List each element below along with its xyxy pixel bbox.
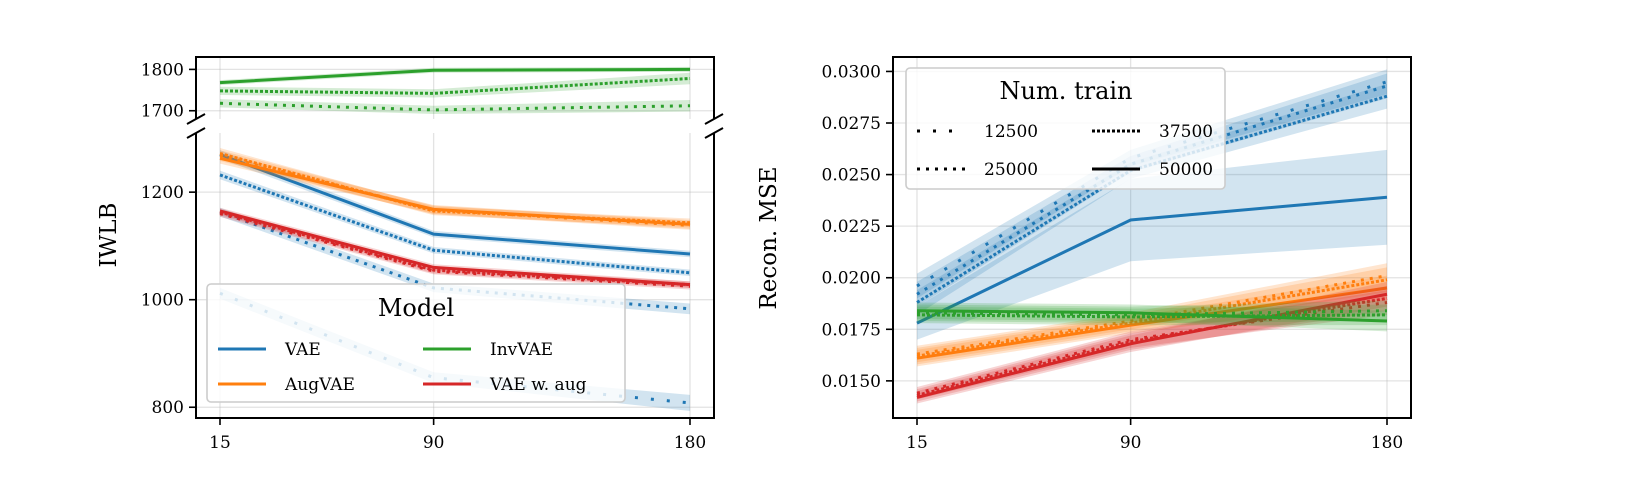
- line-augvae-37500: [219, 151, 691, 225]
- x-tick-label: 180: [1371, 433, 1403, 453]
- y-axis-label: IWLB: [96, 203, 122, 268]
- line-vae-12500: [916, 80, 1388, 288]
- band-invvae-25000: [220, 99, 690, 115]
- line-invvae-50000: [916, 309, 1388, 323]
- line-augvae-25000: [916, 274, 1388, 356]
- y-axis-label: Recon. MSE: [756, 166, 782, 309]
- legend-label-25000: 25000: [984, 160, 1038, 180]
- line-vae-w-aug-37500: [916, 296, 1388, 397]
- line-vae-37500: [219, 173, 691, 275]
- band-vae-w-aug-25000: [220, 210, 690, 290]
- line-vae-25000: [916, 84, 1388, 296]
- y-tick-label: 1200: [141, 183, 184, 203]
- iwlb-chart: 1700 1800 800 1000 1200 15 90 180 IWLB Model VAE Au…: [96, 56, 724, 453]
- band-vae-25000: [917, 73, 1387, 307]
- x-tick-label: 15: [906, 433, 928, 453]
- y-tick-label: 0.0200: [822, 269, 881, 289]
- legend-label-12500: 12500: [984, 122, 1038, 142]
- plot-frame: [892, 56, 1412, 419]
- y-tick-label: 0.0250: [822, 166, 881, 186]
- band-vae-37500: [220, 170, 690, 277]
- y-tick-label: 0.0175: [822, 320, 881, 340]
- legend-label-50000: 50000: [1159, 160, 1213, 180]
- y-tick-label: 0.0150: [822, 372, 881, 392]
- band-augvae-25000: [220, 150, 690, 230]
- y-tick-label: 1000: [141, 291, 184, 311]
- axis-break-mark: [186, 127, 206, 139]
- legend-box: [206, 283, 626, 403]
- band-vae-12500: [220, 287, 690, 412]
- band-invvae-25000: [917, 300, 1387, 324]
- band-invvae-50000: [220, 66, 690, 86]
- legend-label-vae-w-aug: VAE w. aug: [489, 375, 587, 395]
- recon-mse-chart: 0.0150 0.0175 0.0200 0.0225 0.0250 0.0275 0.03…: [756, 56, 1412, 453]
- legend-box: [905, 67, 1226, 190]
- line-invvae-37500: [219, 76, 691, 95]
- line-augvae-37500: [916, 278, 1388, 358]
- line-vae-w-aug-37500: [219, 210, 691, 287]
- x-tick-label: 90: [1120, 433, 1142, 453]
- axis-break-mark: [704, 127, 724, 139]
- line-vae-50000: [219, 153, 691, 256]
- model-legend: Model VAE AugVAE InvVAE VAE w. aug: [206, 283, 626, 403]
- axis-break-mark: [186, 113, 206, 125]
- legend-title: Num. train: [999, 77, 1132, 105]
- line-invvae-50000: [219, 67, 691, 85]
- legend-label-37500: 37500: [1159, 122, 1213, 142]
- bottom-panel-frame: [195, 133, 715, 419]
- line-vae-w-aug-50000: [916, 292, 1388, 399]
- line-augvae-50000: [916, 286, 1388, 360]
- line-augvae-25000: [219, 154, 691, 227]
- y-tick-label: 0.0275: [822, 114, 881, 134]
- axis-break-mark: [704, 113, 724, 125]
- band-vae-37500: [917, 83, 1387, 315]
- line-vae-50000: [916, 195, 1388, 325]
- y-tick-label: 0.0300: [822, 62, 881, 82]
- x-tick-label: 15: [209, 433, 231, 453]
- line-invvae-37500: [916, 313, 1388, 319]
- y-tick-label: 1700: [141, 102, 184, 122]
- band-vae-50000: [917, 149, 1387, 340]
- legend-label-vae: VAE: [284, 340, 321, 360]
- y-tick-label: 0.0225: [822, 217, 881, 237]
- band-vae-12500: [917, 69, 1387, 299]
- num-train-legend: Num. train 12500 25000 37500 50000: [905, 67, 1226, 190]
- line-vae-w-aug-25000: [916, 300, 1388, 395]
- x-tick-label: 90: [423, 433, 445, 453]
- line-vae-w-aug-25000: [219, 212, 691, 288]
- top-panel-frame: [195, 56, 715, 119]
- legend-label-invvae: InvVAE: [490, 340, 553, 360]
- legend-title: Model: [378, 294, 454, 322]
- y-tick-label: 1800: [141, 60, 184, 80]
- y-tick-label: 800: [152, 398, 184, 418]
- legend-label-augvae: AugVAE: [284, 375, 355, 395]
- x-tick-label: 180: [674, 433, 706, 453]
